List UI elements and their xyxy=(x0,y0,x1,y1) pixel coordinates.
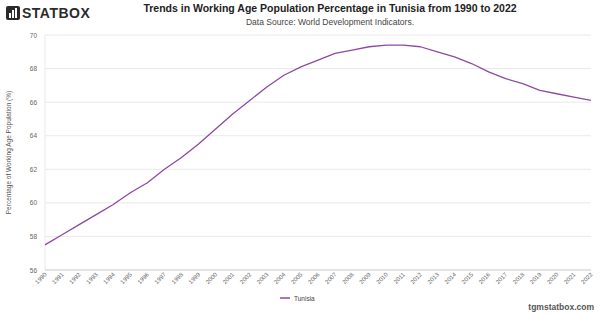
x-tick-label: 1997 xyxy=(153,271,167,285)
x-tick-label: 2014 xyxy=(444,271,458,285)
grid-line xyxy=(45,202,591,203)
logo-icon-bar xyxy=(12,10,14,18)
footer: tgmstatbox.com xyxy=(528,302,594,312)
grid-line xyxy=(45,236,591,237)
y-tick-label: 70 xyxy=(30,32,38,39)
y-tick-label: 56 xyxy=(30,267,38,274)
y-tick-label: 62 xyxy=(30,166,38,173)
chart: STATBOX Trends in Working Age Population … xyxy=(0,0,600,314)
x-tick-label: 2015 xyxy=(461,271,475,285)
x-tick-label: 2002 xyxy=(239,271,253,285)
x-tick-label: 1991 xyxy=(51,271,65,285)
y-axis-label: Percentage of Working Age Population (%) xyxy=(5,91,13,214)
x-tick-label: 2012 xyxy=(409,271,423,285)
y-tick-label: 66 xyxy=(30,99,38,106)
y-axis-line xyxy=(45,35,46,270)
y-axis: 56 58 60 62 64 66 68 70 xyxy=(30,32,591,274)
grid-line xyxy=(45,270,591,271)
x-tick-label: 2011 xyxy=(393,271,407,285)
x-tick-label: 2016 xyxy=(478,271,492,285)
x-tick-label: 2013 xyxy=(426,271,440,285)
x-tick-label: 2007 xyxy=(324,271,338,285)
x-tick-label: 1993 xyxy=(85,271,99,285)
grid-line xyxy=(45,35,591,36)
x-tick-label: 2005 xyxy=(290,271,304,285)
x-tick-label: 1998 xyxy=(171,271,185,285)
x-tick-label: 1994 xyxy=(102,271,116,285)
x-tick-label: 1995 xyxy=(119,271,133,285)
legend-swatch xyxy=(280,297,290,299)
brand-logo: STATBOX xyxy=(6,5,90,21)
x-tick-label: 1990 xyxy=(34,271,48,285)
x-tick-label: 2017 xyxy=(495,271,509,285)
brand: STATBOX xyxy=(22,5,90,21)
x-tick-label: 2018 xyxy=(512,271,526,285)
x-tick-label: 2006 xyxy=(307,271,321,285)
logo-icon xyxy=(6,6,20,20)
x-tick-label: 2022 xyxy=(580,271,594,285)
grid-line xyxy=(45,135,591,136)
x-tick-label: 2001 xyxy=(222,271,236,285)
x-tick-label: 2010 xyxy=(375,271,389,285)
x-tick-label: 2019 xyxy=(529,271,543,285)
legend: Tunisia xyxy=(280,295,315,302)
x-axis-line xyxy=(45,270,591,271)
x-axis: 19901991199219931994199519961997 19981999… xyxy=(34,270,594,285)
x-tick-label: 2000 xyxy=(205,271,219,285)
y-tick-label: 58 xyxy=(30,233,38,240)
subtitle: Data Source: World Development Indicator… xyxy=(246,17,414,27)
x-tick-label: 2021 xyxy=(563,271,577,285)
legend-label: Tunisia xyxy=(294,295,315,302)
title: Trends in Working Age Population Percent… xyxy=(143,2,516,14)
grid-line xyxy=(45,102,591,103)
x-tick-label: 2009 xyxy=(358,271,372,285)
y-tick-label: 64 xyxy=(30,132,38,139)
grid-line xyxy=(45,169,591,170)
x-tick-label: 2008 xyxy=(341,271,355,285)
x-tick-label: 1996 xyxy=(136,271,150,285)
plot-area xyxy=(45,45,591,245)
grid-line xyxy=(45,68,591,69)
line-series xyxy=(45,45,591,245)
y-tick-label: 68 xyxy=(30,65,38,72)
logo-icon-bar xyxy=(15,8,17,18)
x-tick-label: 1999 xyxy=(188,271,202,285)
x-tick-label: 2003 xyxy=(256,271,270,285)
x-tick-label: 2004 xyxy=(273,271,287,285)
logo-icon-bar xyxy=(9,13,11,18)
y-tick-label: 60 xyxy=(30,199,38,206)
x-tick-label: 1992 xyxy=(68,271,82,285)
x-tick-label: 2020 xyxy=(546,271,560,285)
